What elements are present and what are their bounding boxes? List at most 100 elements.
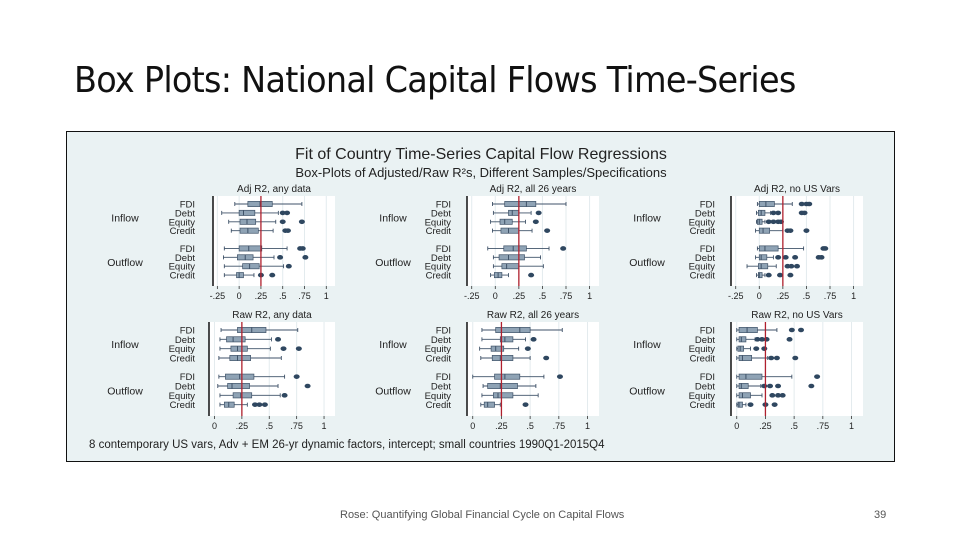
outlier-point [775,383,782,389]
plot-area [213,196,335,286]
group-label-inflow: Inflow [633,339,661,351]
box-row: Debt [175,208,291,219]
outlier-point [775,393,782,398]
x-tick-label: 0 [470,421,475,431]
x-tick-label: 1 [849,421,854,431]
outlier-point [792,355,799,361]
box [501,263,520,270]
x-tick-label: .75 [560,291,573,301]
x-tick-label: 0 [237,291,242,301]
box-row: FDI [180,244,306,255]
outlier-point [798,327,805,333]
outlier-point [786,337,793,342]
category-label: FDI [700,372,715,383]
outlier-point [779,393,786,398]
category-label: Equity [425,262,452,273]
outlier-point [763,337,770,342]
box-row: Equity [169,217,305,228]
box-row: Debt [695,335,793,346]
box [738,392,751,399]
outlier-point [818,255,825,260]
plot-area [731,196,863,286]
box-row: Credit [690,400,778,411]
box [236,272,244,279]
outlier-point [261,402,268,407]
box [737,345,744,352]
box-row: Credit [170,354,282,365]
box [498,254,525,261]
outlier-point [532,219,539,225]
outlier-point [304,383,311,389]
box [499,336,514,343]
outlier-point [284,228,291,233]
box-row: Credit [170,271,276,282]
x-tick-label: 1 [322,421,327,431]
box-plot-chart: Fit of Country Time-Series Capital Flow … [89,146,863,451]
category-label: Credit [690,226,716,237]
x-tick-label: -.25 [464,291,480,301]
panel-title: Adj R2, all 26 years [490,184,577,195]
box [490,345,505,352]
outlier-point [753,346,760,351]
box [493,392,514,399]
x-tick-label: 1 [585,421,590,431]
x-tick-label: .25 [255,291,268,301]
box-row: FDI [700,326,805,337]
box [738,355,753,361]
box-row: FDI [700,372,821,383]
outlier-point [556,374,563,379]
category-label: Credit [690,354,716,365]
x-tick-label: .75 [817,421,830,431]
category-label: Equity [169,391,196,402]
box-row: Equity [425,217,539,228]
chart-note: 8 contemporary US vars, Adv + EM 26-yr d… [89,439,605,451]
x-tick-label: .75 [824,291,837,301]
outlier-point [560,246,567,251]
outlier-point [528,272,535,278]
x-tick-label: -.25 [210,291,226,301]
box-plot-figure: Fit of Country Time-Series Capital Flow … [66,131,895,462]
category-label: Equity [169,262,196,273]
box-row: Equity [425,344,531,355]
outlier-point [299,246,306,251]
box [226,336,246,343]
category-label: FDI [700,244,715,255]
category-label: Equity [689,217,716,228]
box [499,218,513,225]
category-label: Debt [695,382,715,393]
box-row: Debt [431,208,542,219]
box [242,263,260,270]
category-label: FDI [180,244,195,255]
slide-title: Box Plots: National Capital Flows Time-S… [74,60,796,101]
outlier-point [285,263,292,269]
outlier-point [788,327,795,333]
box-row: Credit [690,354,799,365]
outlier-point [284,210,291,216]
box-row: Debt [175,335,282,346]
outlier-point [279,219,286,225]
box [500,227,520,234]
category-label: FDI [180,372,195,383]
box-plot-panel: Adj R2, any data-.25 0.25.5.75 1FDIDebtEqu… [107,184,335,301]
category-label: Debt [431,382,451,393]
outlier-point [256,402,263,407]
category-label: FDI [700,326,715,337]
category-label: FDI [700,200,715,211]
outlier-point [768,355,775,361]
x-tick-label: .5 [526,421,534,431]
outlier-point [775,210,782,216]
outlier-point [803,228,810,233]
category-label: Debt [175,335,195,346]
outlier-point [767,383,774,389]
box [230,345,248,352]
box [757,272,763,279]
box [503,245,527,252]
group-label-outflow: Outflow [375,257,411,269]
group-label-outflow: Outflow [375,386,411,398]
outlier-point [281,393,288,398]
x-tick-label: .25 [495,421,508,431]
box-row: Debt [431,382,537,393]
group-label-outflow: Outflow [107,386,143,398]
x-tick-label: .25 [236,421,249,431]
